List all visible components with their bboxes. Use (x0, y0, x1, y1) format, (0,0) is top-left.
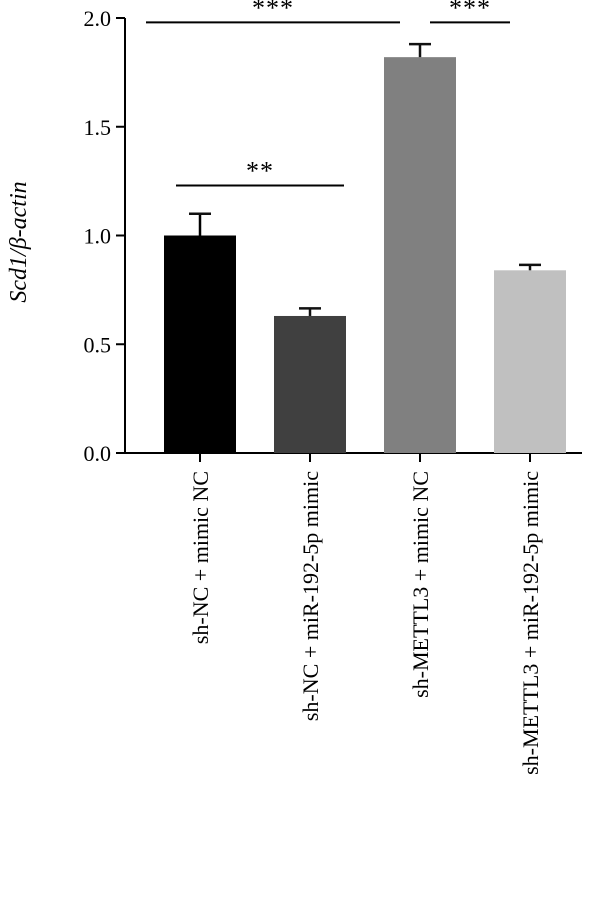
significance-label: *** (449, 0, 491, 22)
chart-bars (164, 57, 566, 454)
y-axis-label: Scd1/β-actin (6, 181, 32, 302)
significance-label: *** (252, 0, 294, 22)
category-label: sh-METTL3 + miR-192-5p mimic (518, 471, 543, 775)
category-labels: sh-NC + mimic NC sh-NC + miR-192-5p mimic… (188, 471, 543, 775)
bar (164, 235, 236, 453)
bar (494, 270, 566, 453)
category-label: sh-NC + miR-192-5p mimic (298, 471, 323, 721)
bar (384, 57, 456, 454)
significance-annotations: ***** *** (146, 0, 510, 187)
y-tick-label: 0.5 (84, 332, 112, 357)
y-tick-label: 1.5 (84, 115, 112, 140)
chart-error-bars (189, 42, 541, 316)
category-label: sh-NC + mimic NC (188, 471, 213, 644)
category-label: sh-METTL3 + mimic NC (408, 471, 433, 698)
significance-label: ** (246, 156, 274, 185)
y-tick-label: 2.0 (84, 6, 112, 31)
y-tick-label: 0.0 (84, 441, 112, 466)
y-tick-label: 1.0 (84, 224, 112, 249)
bar (274, 315, 346, 453)
